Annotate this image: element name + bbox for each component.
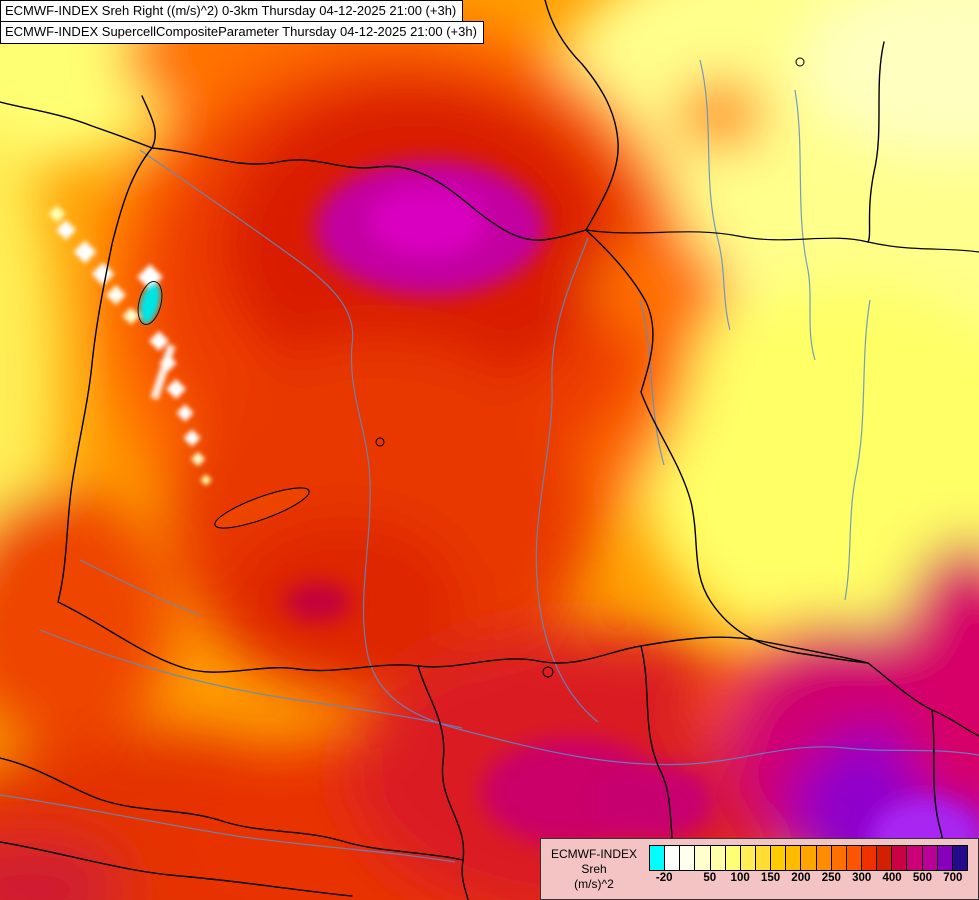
legend-color-segment [650, 846, 666, 870]
legend: ECMWF-INDEX Sreh (m/s)^2 -20 50 100 150 200 2… [540, 838, 979, 900]
map-title-sreh: ECMWF-INDEX Sreh Right ((m/s)^2) 0-3km T… [0, 0, 464, 23]
map-speck [795, 57, 805, 67]
legend-color-segment [725, 846, 741, 870]
legend-title: ECMWF-INDEX Sreh (m/s)^2 [541, 847, 647, 892]
legend-ticks: -20 50 100 150 200 250 300 400 500 700 [649, 872, 968, 888]
legend-color-segment [665, 846, 681, 870]
legend-tick-label: 250 [821, 872, 841, 884]
legend-tick-label: 200 [791, 872, 811, 884]
legend-color-segment [892, 846, 908, 870]
legend-color-segment [816, 846, 832, 870]
legend-color-segment [846, 846, 862, 870]
legend-title-line2: Sreh [581, 861, 607, 876]
legend-color-segment [937, 846, 953, 870]
legend-color-segment [771, 846, 787, 870]
legend-tick-label: 150 [760, 872, 781, 884]
legend-color-segment [755, 846, 772, 870]
color-field-cores [284, 160, 979, 878]
legend-tick-label: 50 [703, 872, 717, 884]
legend-title-line3: (m/s)^2 [574, 876, 614, 891]
lake-balaton [214, 487, 310, 529]
legend-color-segment [680, 846, 696, 870]
map-title-sreh-text: ECMWF-INDEX Sreh Right ((m/s)^2) 0-3km T… [5, 3, 457, 18]
legend-scale: -20 50 100 150 200 250 300 400 500 700 [647, 839, 978, 899]
legend-tick-label: 700 [943, 872, 963, 884]
legend-tick-label: 500 [912, 872, 933, 884]
legend-tick-label: -20 [655, 872, 673, 884]
legend-title-line1: ECMWF-INDEX [551, 846, 637, 861]
map-title-supercell: ECMWF-INDEX SupercellCompositeParameter … [0, 21, 484, 44]
legend-color-segment [952, 846, 967, 870]
legend-color-segment [695, 846, 711, 870]
rivers [0, 59, 979, 863]
legend-color-segment [877, 846, 893, 870]
legend-color-segment [710, 846, 726, 870]
legend-colorbar [649, 845, 968, 871]
map-speck [375, 437, 385, 447]
legend-color-segment [922, 846, 938, 870]
legend-color-segment [861, 846, 878, 870]
legend-tick-label: 300 [852, 872, 872, 884]
legend-color-segment [740, 846, 756, 870]
legend-tick-label: 400 [882, 872, 902, 884]
lake-neusiedl-outline [137, 281, 163, 325]
lake-neusiedl-cyan-patch [139, 282, 161, 324]
map-title-supercell-text: ECMWF-INDEX SupercellCompositeParameter … [5, 24, 477, 39]
legend-color-segment [831, 846, 847, 870]
legend-color-segment [907, 846, 923, 870]
map-speck [542, 666, 554, 678]
legend-color-segment [786, 846, 802, 870]
legend-tick-label: 100 [730, 872, 750, 884]
legend-color-segment [801, 846, 817, 870]
